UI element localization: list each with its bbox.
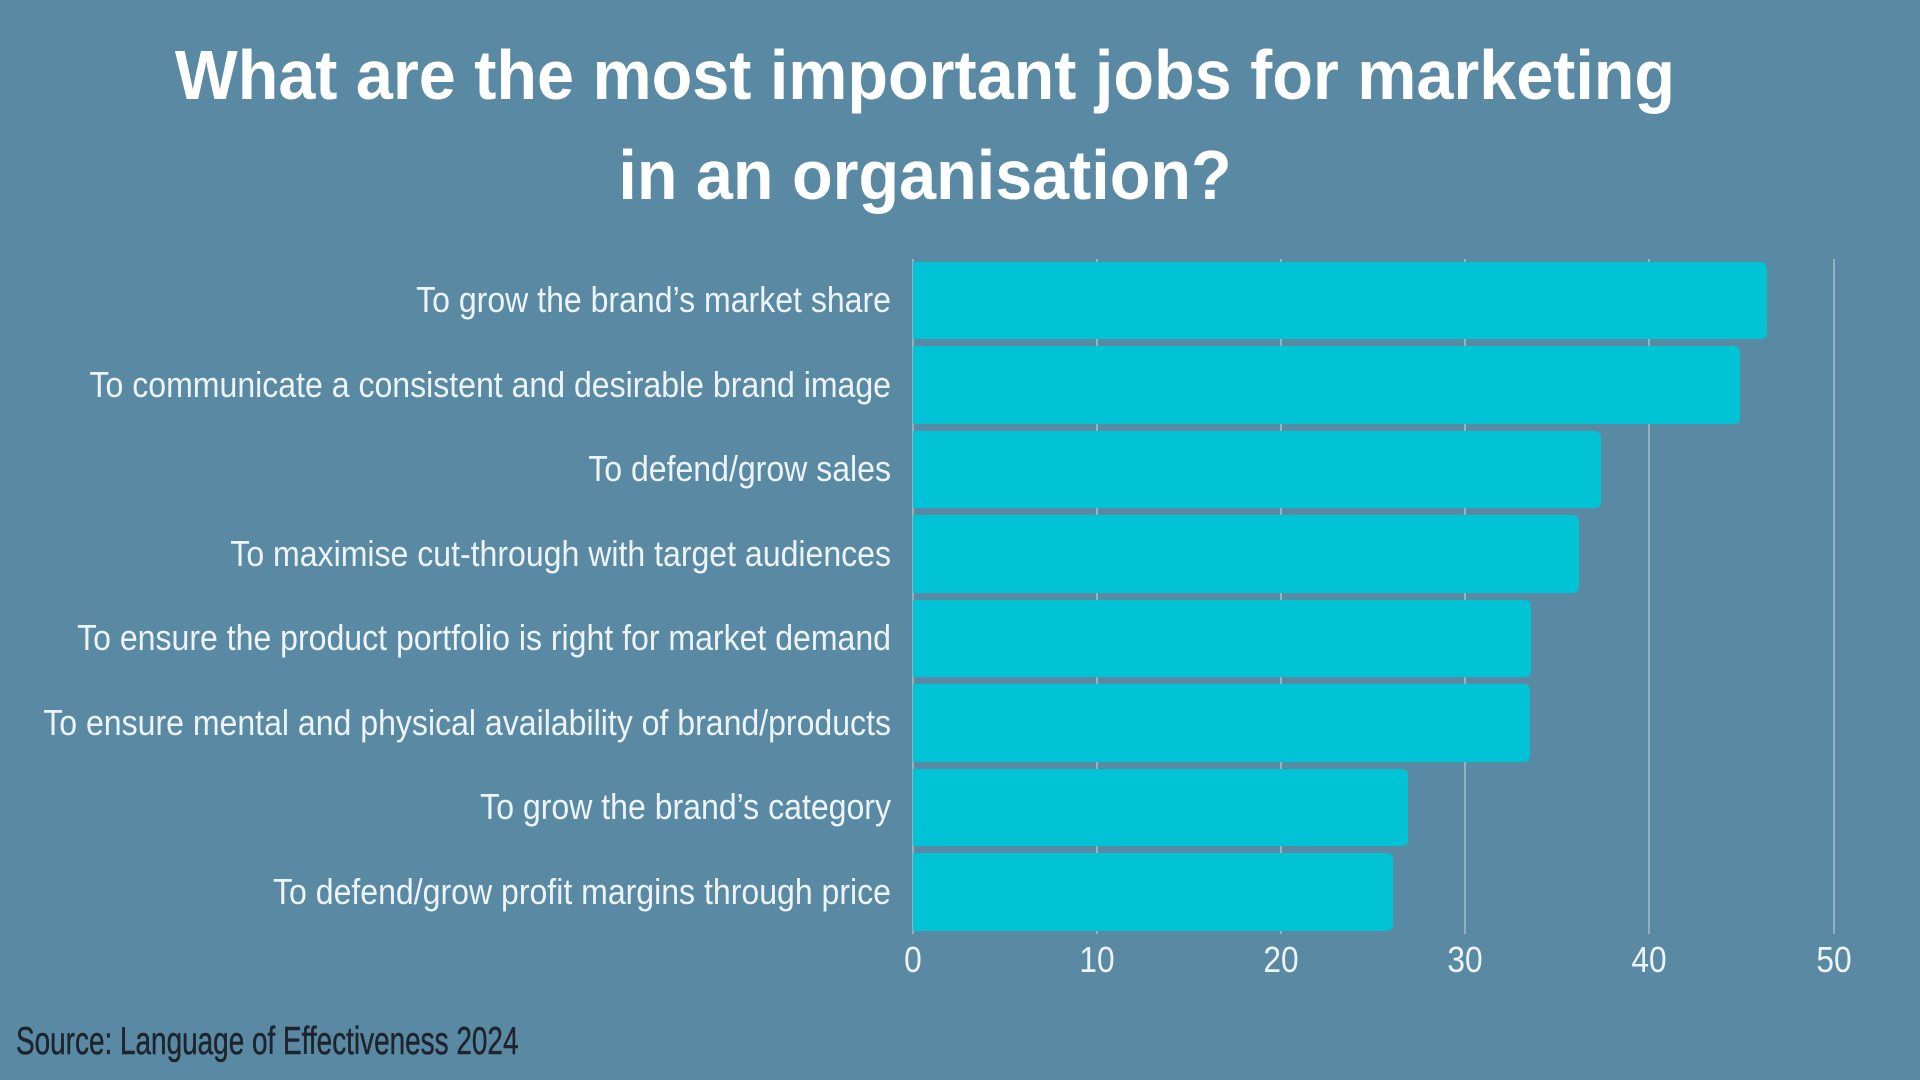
- x-tick-label: 30: [1447, 939, 1483, 980]
- chart-row: To defend/grow sales: [0, 430, 1920, 509]
- gridline-x-50: [1832, 259, 1835, 934]
- x-tick-label: 10: [1079, 939, 1115, 980]
- chart-row: To grow the brand’s market share: [0, 261, 1920, 340]
- category-label: To grow the brand’s market share: [416, 279, 891, 321]
- gridline-x-40: [1648, 259, 1651, 934]
- chart-title-line1: What are the most important jobs for mar…: [174, 36, 1676, 114]
- category-label: To ensure mental and physical availabili…: [43, 701, 892, 743]
- gridline-x-20: [1279, 259, 1282, 934]
- category-label: To defend/grow profit margins through pr…: [273, 870, 892, 912]
- bar: [912, 430, 1602, 509]
- source-note: Source: Language of Effectiveness 2024: [16, 1020, 519, 1063]
- category-label: To ensure the product portfolio is right…: [77, 617, 892, 659]
- chart-title-line2: in an organisation?: [618, 135, 1232, 214]
- bar: [912, 853, 1394, 931]
- gridline-x-10: [1095, 259, 1098, 934]
- bar: [912, 515, 1580, 593]
- category-label: To defend/grow sales: [588, 448, 891, 490]
- chart-row: To ensure the product portfolio is right…: [0, 599, 1920, 678]
- bar: [912, 346, 1740, 424]
- bar: [912, 684, 1530, 762]
- gridline-x-30: [1464, 259, 1467, 934]
- category-label: To communicate a consistent and desirabl…: [89, 363, 891, 405]
- chart-row: To communicate a consistent and desirabl…: [0, 346, 1920, 424]
- chart-row: To ensure mental and physical availabili…: [0, 684, 1920, 762]
- category-label: To maximise cut-through with target audi…: [230, 532, 891, 574]
- bar: [912, 261, 1768, 340]
- chart-row: To maximise cut-through with target audi…: [0, 515, 1920, 593]
- gridline-x-0: [911, 259, 914, 934]
- chart-row: To defend/grow profit margins through pr…: [0, 853, 1920, 931]
- chart-row: To grow the brand’s category: [0, 768, 1920, 847]
- bar: [912, 768, 1408, 847]
- x-tick-label: 0: [903, 939, 922, 980]
- x-tick-label: 50: [1815, 939, 1852, 980]
- x-tick-label: 40: [1631, 939, 1667, 980]
- bar: [912, 599, 1532, 678]
- x-tick-label: 20: [1263, 939, 1299, 980]
- chart-title: What are the most important jobs for mar…: [0, 26, 1885, 225]
- category-label: To grow the brand’s category: [480, 786, 891, 828]
